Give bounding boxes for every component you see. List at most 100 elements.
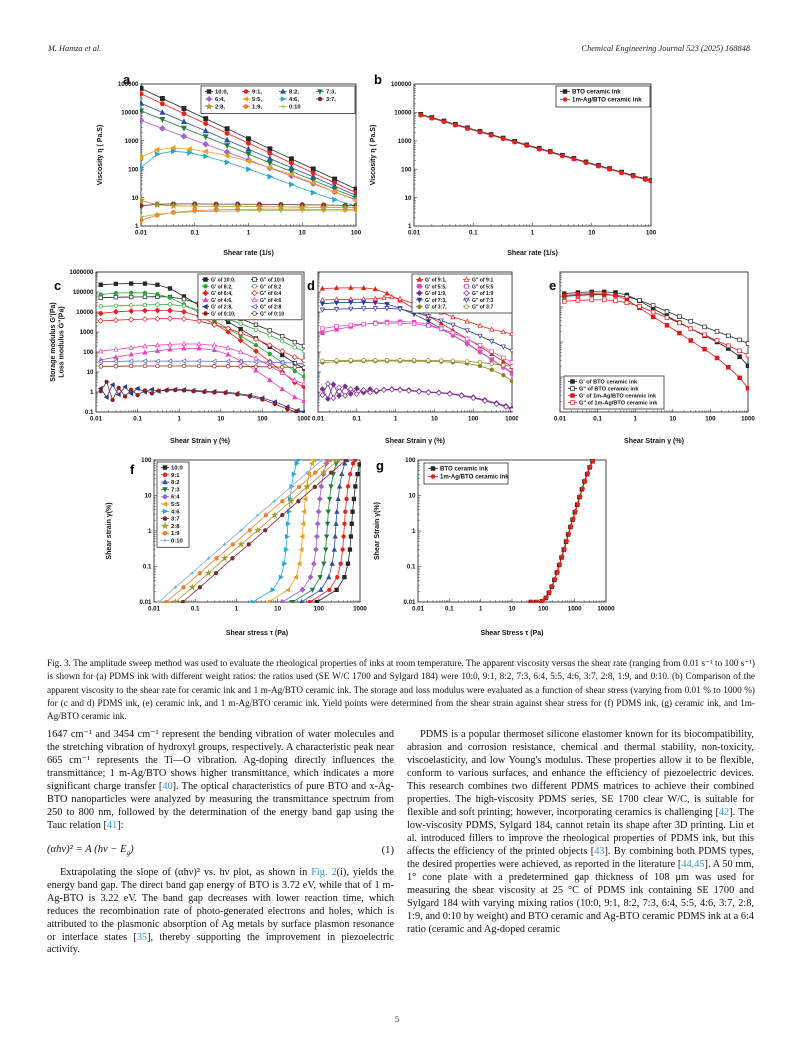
svg-text:1: 1 (148, 528, 152, 535)
page-header: M. Hamza et al. Chemical Engineering Jou… (48, 44, 750, 53)
svg-text:10: 10 (509, 606, 516, 613)
svg-text:10: 10 (217, 416, 224, 423)
svg-text:c: c (54, 278, 61, 293)
citation-link[interactable]: Fig. 2 (311, 866, 337, 878)
figure-panel-g-yield-ceramic-inks: 0.01 0.1 1 10 100 1000 10000 0.01 0.1 1 10 100 Shear… (372, 448, 616, 638)
svg-text:5:5,: 5:5, (252, 97, 262, 103)
svg-text:f: f (130, 462, 135, 477)
svg-text:0.01: 0.01 (148, 606, 161, 613)
text-segment: ) (130, 843, 134, 855)
svg-text:Viscosity η ( Pa.S): Viscosity η ( Pa.S) (97, 125, 104, 186)
svg-text:7:3: 7:3 (171, 487, 180, 493)
svg-text:G" of 5:5: G" of 5:5 (472, 284, 494, 290)
svg-text:1000: 1000 (353, 606, 367, 613)
svg-text:G" of 2:8: G" of 2:8 (260, 305, 282, 311)
paragraph: Extrapolating the slope of (αhν)² vs. hν… (47, 867, 394, 958)
svg-text:3:7,: 3:7, (326, 97, 336, 103)
svg-text:G' of 4:6,: G' of 4:6, (211, 298, 233, 304)
svg-text:0.01: 0.01 (403, 599, 416, 606)
svg-text:2:8: 2:8 (171, 524, 180, 530)
text-segment: 1647 cm⁻¹ and 3454 cm⁻¹ represent the be… (47, 729, 394, 792)
citation-link[interactable]: 40 (162, 780, 173, 792)
svg-text:1: 1 (135, 223, 139, 230)
svg-text:1000: 1000 (568, 606, 582, 613)
svg-text:10: 10 (669, 416, 676, 423)
svg-text:0.1: 0.1 (143, 564, 152, 571)
svg-text:G' of 6:4,: G' of 6:4, (211, 291, 233, 297)
svg-text:8:2: 8:2 (171, 480, 180, 486)
svg-text:G" of 9:1: G" of 9:1 (472, 278, 494, 284)
svg-text:100000: 100000 (391, 81, 412, 88)
svg-text:100: 100 (83, 349, 94, 356)
svg-text:G" of 8:2: G" of 8:2 (260, 284, 282, 290)
svg-text:Loss modulus G"(Pa): Loss modulus G"(Pa) (59, 306, 66, 377)
svg-text:G' of 1m-Ag/BTO ceramic ink: G' of 1m-Ag/BTO ceramic ink (579, 394, 657, 400)
svg-text:Shear Strain γ (%): Shear Strain γ (%) (170, 438, 230, 445)
svg-text:10000: 10000 (394, 110, 412, 117)
figure-panel-e-moduli-ceramic-inks: 0.01 0.1 1 10 100 1000 Shear Strain γ (%) e G' o… (546, 264, 756, 446)
citation-link[interactable]: 42 (718, 806, 730, 818)
svg-text:G' of 5:5,: G' of 5:5, (425, 284, 447, 290)
svg-text:100: 100 (646, 230, 657, 237)
svg-text:G' of 9:1,: G' of 9:1, (425, 278, 447, 284)
svg-text:10000: 10000 (597, 606, 615, 613)
svg-text:10: 10 (431, 416, 438, 423)
svg-text:G' of BTO ceramic ink: G' of BTO ceramic ink (579, 380, 638, 386)
svg-text:1: 1 (412, 528, 416, 535)
svg-text:0:10: 0:10 (289, 105, 301, 111)
svg-text:0.1: 0.1 (352, 416, 361, 423)
figure-caption: Fig. 3. The amplitude sweep method was u… (47, 658, 755, 721)
citation-link[interactable]: 44,45 (681, 858, 705, 870)
svg-text:10:0: 10:0 (171, 466, 184, 472)
journal-reference: Chemical Engineering Journal 523 (2025) … (581, 44, 750, 53)
svg-text:1m-Ag/BTO ceramic ink: 1m-Ag/BTO ceramic ink (440, 474, 509, 481)
svg-text:0:10: 0:10 (171, 539, 184, 545)
svg-text:Shear rate (1/s): Shear rate (1/s) (507, 250, 558, 257)
svg-text:0.01: 0.01 (312, 416, 325, 423)
svg-text:100: 100 (705, 416, 716, 423)
svg-text:10: 10 (274, 606, 281, 613)
svg-text:10: 10 (409, 493, 416, 500)
svg-text:9:1: 9:1 (171, 473, 180, 479)
svg-text:G" of 4:6: G" of 4:6 (260, 298, 282, 304)
svg-text:8:2,: 8:2, (289, 90, 299, 96)
left-column: 1647 cm⁻¹ and 3454 cm⁻¹ represent the be… (47, 729, 394, 957)
page-number: 5 (394, 1014, 400, 1024)
svg-text:1000: 1000 (125, 138, 139, 145)
chart-d: 0.01 0.1 1 10 100 1000 Shear Strain γ (%) d G' o… (307, 271, 518, 445)
svg-text:Shear Strain γ (%): Shear Strain γ (%) (624, 438, 684, 445)
text-segment: ]. By combining both PDMS types, the des… (407, 845, 754, 870)
paragraph: PDMS is a popular thermoset silicone ela… (407, 729, 754, 937)
svg-text:b: b (374, 72, 382, 87)
svg-text:0.1: 0.1 (407, 564, 416, 571)
citation-link[interactable]: 35 (136, 931, 148, 943)
svg-text:1:9,: 1:9, (252, 105, 262, 111)
svg-text:10000: 10000 (76, 309, 94, 316)
figure-panel-b-viscosity-ceramic-inks: 0.01 0.1 1 10 100 1 10 100 1000 10000 100000 Shear … (368, 70, 660, 258)
svg-text:G' of 3:7,: G' of 3:7, (425, 305, 447, 311)
figure-panel-c-moduli-pdms-even-ratios: 0.01 0.1 1 10 100 1000 0.1 1 10 100 1000 10000 10000… (48, 264, 310, 446)
svg-text:10: 10 (132, 195, 139, 202)
chart-g: 0.01 0.1 1 10 100 1000 10000 0.01 0.1 1 10 100 Shear… (374, 457, 615, 637)
svg-text:G' of 2:8,: G' of 2:8, (211, 305, 233, 311)
svg-text:Shear Strain γ (%): Shear Strain γ (%) (385, 438, 445, 445)
svg-text:4:6: 4:6 (171, 509, 180, 515)
svg-text:0.01: 0.01 (412, 606, 425, 613)
chart-a: 0.01 0.1 1 10 100 1 10 100 1000 10000 100000 Shear … (97, 72, 362, 257)
svg-text:G" of BTO ceramic ink: G" of BTO ceramic ink (579, 387, 639, 393)
citation-link[interactable]: 43 (594, 845, 605, 857)
svg-text:6:4: 6:4 (171, 495, 180, 501)
svg-text:9:1,: 9:1, (252, 90, 262, 96)
svg-text:G" of 6:4: G" of 6:4 (260, 291, 282, 297)
text-segment: PDMS is a popular thermoset silicone ela… (407, 729, 754, 818)
citation-link[interactable]: 41 (106, 819, 118, 831)
svg-text:6:4,: 6:4, (215, 97, 225, 103)
svg-text:Storage modulus G'(Pa): Storage modulus G'(Pa) (50, 302, 57, 381)
svg-text:0.1: 0.1 (469, 230, 478, 237)
svg-text:G' of 1:9,: G' of 1:9, (425, 291, 447, 297)
svg-text:1000: 1000 (80, 329, 94, 336)
svg-text:1: 1 (177, 416, 181, 423)
svg-text:1: 1 (531, 230, 535, 237)
svg-text:100: 100 (128, 166, 139, 173)
svg-text:g: g (376, 458, 384, 473)
